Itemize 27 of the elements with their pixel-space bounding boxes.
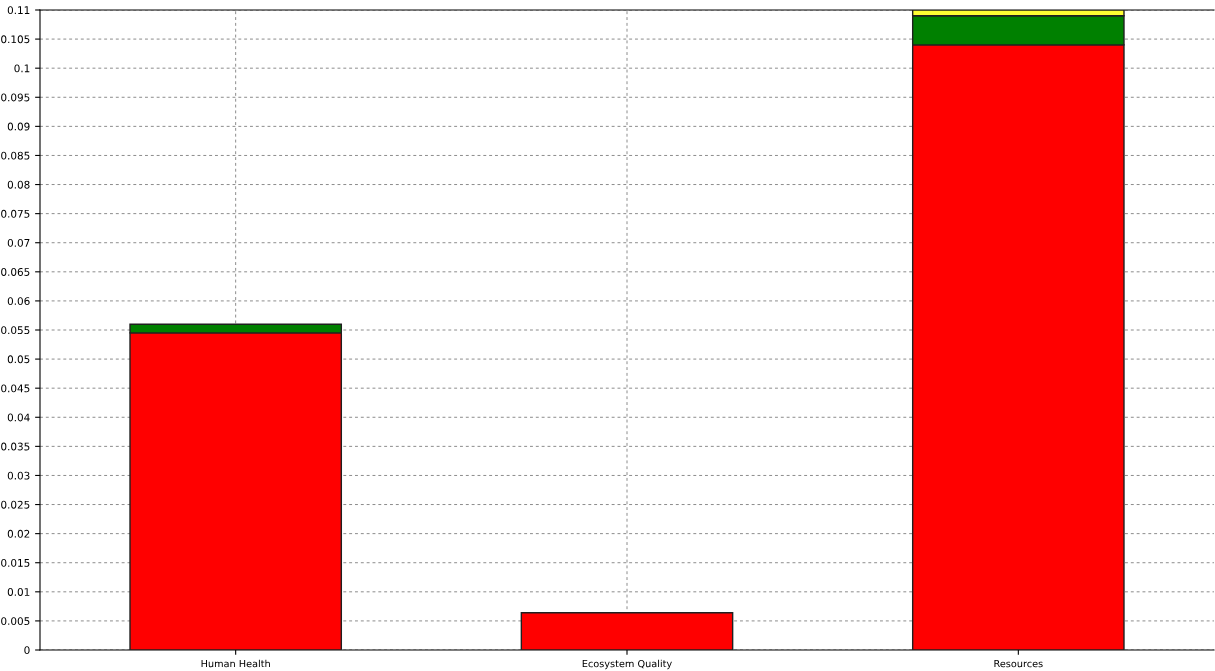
y-tick-label: 0.035 — [1, 442, 30, 451]
y-tick-label: 0.11 — [7, 6, 30, 15]
y-tick-label: 0.04 — [7, 413, 30, 422]
bar — [520, 612, 734, 650]
y-tick-label: 0 — [24, 646, 30, 655]
y-tick-label: 0.065 — [1, 268, 30, 276]
x-tick-label: Human Health — [201, 659, 270, 668]
y-tick-label: 0.07 — [7, 238, 30, 247]
y-tick-label: 0.01 — [7, 588, 30, 596]
y-tick-label: 0.02 — [7, 529, 30, 538]
y-tick-label: 0.085 — [1, 151, 30, 160]
y-tick-label: 0.05 — [7, 355, 30, 364]
y-tick-label: 0.025 — [1, 500, 30, 509]
x-tick-label: Resources — [994, 660, 1043, 668]
y-tick-label: 0.075 — [1, 209, 30, 218]
y-tick-label: 0.005 — [1, 617, 30, 626]
y-tick-label: 0.105 — [1, 35, 30, 44]
y-tick-label: 0.03 — [7, 471, 30, 480]
x-tick-label: Ecosystem Quality — [582, 659, 672, 670]
y-tick-label: 0.1 — [14, 64, 30, 73]
y-tick-label: 0.055 — [1, 326, 30, 335]
y-tick-label: 0.045 — [1, 384, 30, 393]
y-tick-label: 0.015 — [1, 558, 30, 567]
y-tick-label: 0.095 — [1, 93, 30, 102]
y-tick-label: 0.06 — [7, 297, 30, 306]
y-tick-label: 0.08 — [7, 180, 30, 189]
y-tick-label: 0.09 — [7, 122, 30, 131]
